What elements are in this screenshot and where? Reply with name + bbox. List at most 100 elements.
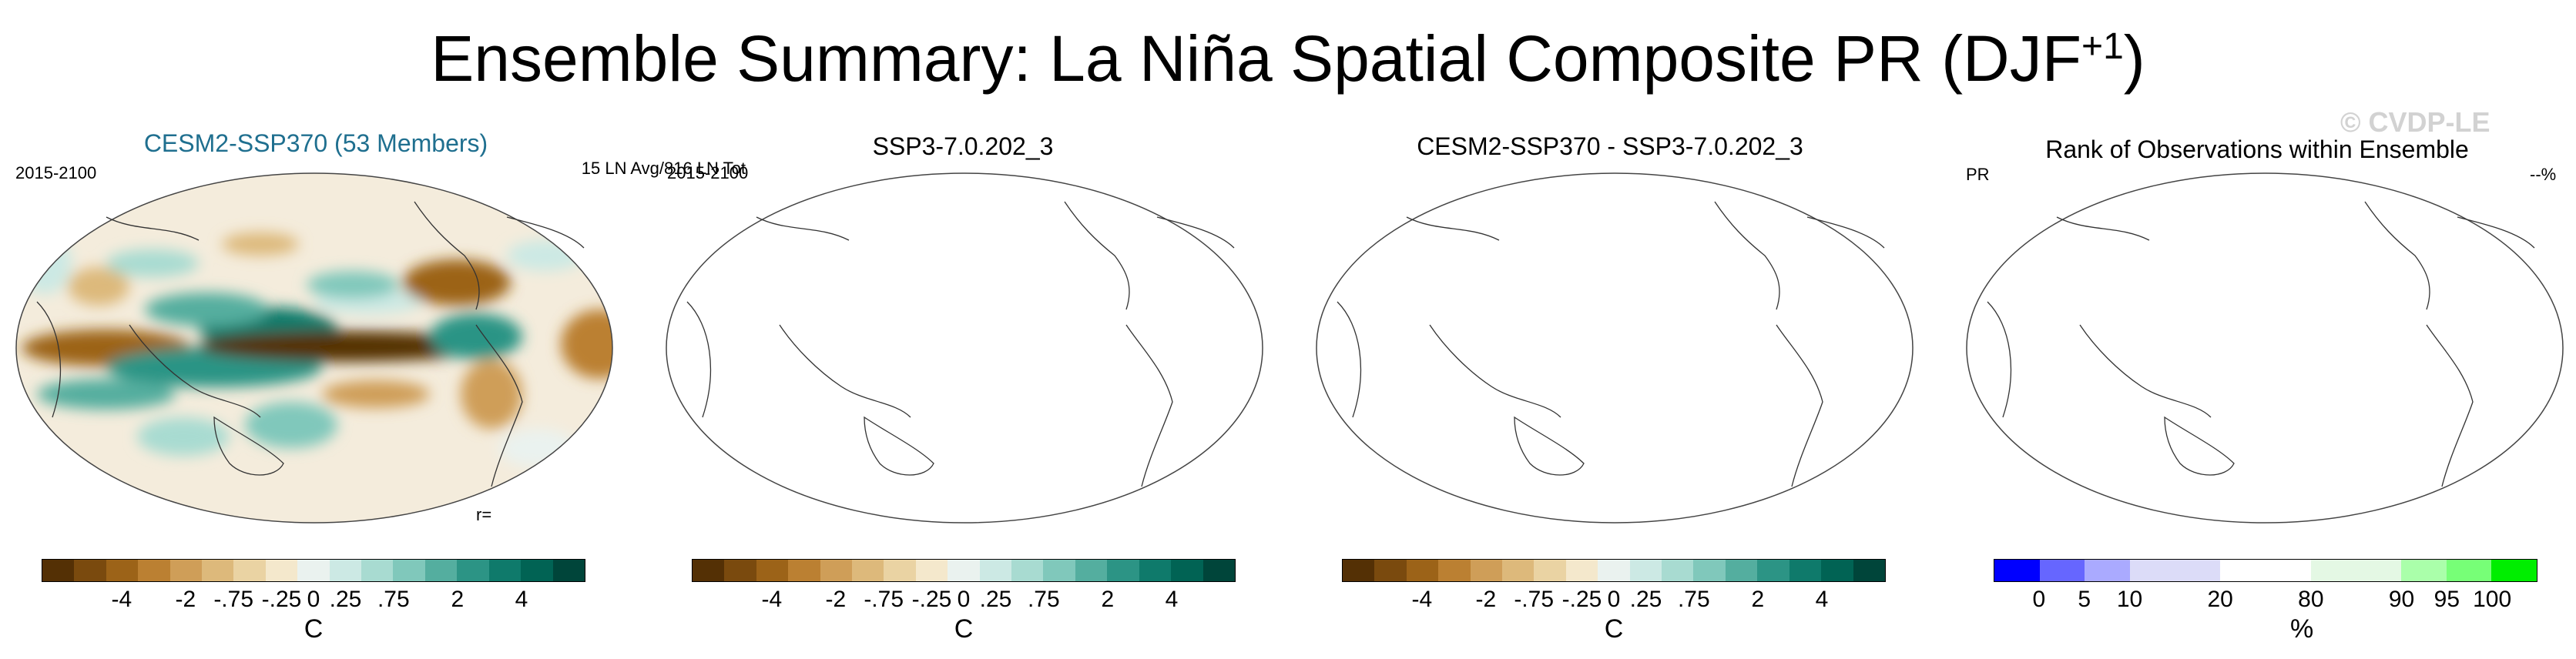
panel-4-title: Rank of Observations within Ensemble (2045, 135, 2469, 163)
colorbar-tick-label: -4 (1411, 587, 1433, 612)
panel-1-title: CESM2-SSP370 (53 Members) (143, 129, 488, 157)
colorbar-swatch (1757, 560, 1789, 581)
colorbar-swatch (1853, 560, 1885, 581)
colorbar-swatches (42, 559, 585, 582)
panel-4-variable-label: PR (1966, 165, 1990, 184)
panel-3-title: CESM2-SSP370 - SSP3-7.0.202_3 (1417, 132, 1803, 160)
colorbar-tick-label: 0 (2032, 587, 2046, 612)
panel-2-title: SSP3-7.0.202_3 (872, 132, 1054, 160)
colorbar-tick-label: 2 (1751, 587, 1765, 612)
colorbar-swatch (424, 560, 458, 581)
colorbar-swatch (1171, 560, 1203, 581)
colorbar-swatch (106, 560, 139, 581)
colorbar-swatch (915, 560, 948, 581)
figure-title: Ensemble Summary: La Niña Spatial Compos… (0, 20, 2576, 97)
colorbar-tick-label: -4 (111, 587, 132, 612)
colorbar-swatch (1406, 560, 1439, 581)
colorbar-swatches (692, 559, 1236, 582)
colorbar-1: -4 -2 -.75 -.25 0 .25 .75 2 4 C (42, 559, 585, 644)
colorbar-tick-label: 4 (1165, 587, 1179, 612)
colorbar-swatch (552, 560, 585, 581)
colorbar-swatch (1075, 560, 1108, 581)
figure-title-superscript: +1 (2081, 26, 2124, 67)
colorbar-unit-label: C (954, 614, 974, 644)
colorbar-tick-label: .75 (377, 587, 410, 612)
colorbar-swatch (74, 560, 106, 581)
colorbar-swatch (1994, 560, 2040, 581)
colorbar-tick-label: 90 (2388, 587, 2415, 612)
colorbar-swatch (2401, 560, 2447, 581)
colorbar-swatch (1565, 560, 1598, 581)
colorbar-swatch (1139, 560, 1172, 581)
panel-1-period-label: 2015-2100 (15, 163, 97, 182)
colorbar-swatch (457, 560, 489, 581)
figure-title-close: ) (2123, 22, 2145, 95)
colorbar-tick-label: 80 (2298, 587, 2324, 612)
colorbar-swatch (1725, 560, 1758, 581)
colorbar-swatch (233, 560, 266, 581)
colorbar-swatch (2085, 560, 2131, 581)
colorbar-unit-label: % (2289, 614, 2314, 644)
panel-4-percent-label: --% (2530, 165, 2557, 184)
colorbar-swatch (42, 560, 75, 581)
colorbar-tick-label: .75 (1027, 587, 1060, 612)
colorbar-tick-label: -2 (825, 587, 847, 612)
colorbar-tick-label: -2 (175, 587, 196, 612)
colorbar-tick-label: -2 (1475, 587, 1497, 612)
colorbar-swatch (2356, 560, 2402, 581)
colorbar-swatch (1502, 560, 1535, 581)
colorbar-tick-label: -.75 (213, 587, 254, 612)
colorbar-unit-label: C (1604, 614, 1624, 644)
colorbar-swatch (2039, 560, 2085, 581)
colorbar-tick-label: .75 (1677, 587, 1710, 612)
colorbar-swatch (1438, 560, 1471, 581)
colorbar-tick-label: 95 (2433, 587, 2460, 612)
colorbar-swatch (2310, 560, 2356, 581)
colorbar-swatch (1011, 560, 1044, 581)
colorbar-swatch (948, 560, 980, 581)
colorbar-swatch (2220, 560, 2266, 581)
colorbar-tick-label: .25 (979, 587, 1012, 612)
colorbar-swatch (488, 560, 522, 581)
colorbar-tick-label: 2 (1101, 587, 1115, 612)
colorbar-swatch (1202, 560, 1235, 581)
colorbar-swatch (1343, 560, 1375, 581)
figure-title-text: Ensemble Summary: La Niña Spatial Compos… (431, 22, 2082, 95)
colorbar-swatch (2491, 560, 2537, 581)
colorbar-swatch (202, 560, 234, 581)
colorbar-tick-label: -.25 (261, 587, 302, 612)
colorbar-2: -4 -2 -.75 -.25 0 .25 .75 2 4 C (692, 559, 1236, 644)
colorbar-swatches (1994, 559, 2537, 582)
colorbar-swatch (521, 560, 553, 581)
cvdp-watermark: © CVDP-LE (2340, 106, 2490, 138)
colorbar-tick-label: .25 (1629, 587, 1662, 612)
colorbar-swatch (265, 560, 298, 581)
colorbar-tick-label: 0 (1607, 587, 1621, 612)
colorbar-tick-label: -.75 (1514, 587, 1555, 612)
colorbar-swatch (1821, 560, 1853, 581)
colorbar-swatch (297, 560, 330, 581)
colorbar-swatch (1629, 560, 1662, 581)
colorbar-tick-label: 4 (1815, 587, 1829, 612)
colorbar-tick-label: .25 (329, 587, 362, 612)
colorbar-tick-label: -.25 (911, 587, 952, 612)
colorbar-swatch (2446, 560, 2492, 581)
colorbar-tick-label: 0 (307, 587, 320, 612)
colorbar-swatch (1470, 560, 1503, 581)
colorbar-swatch (1662, 560, 1694, 581)
panel-2-map (666, 172, 1263, 524)
colorbar-swatch (329, 560, 362, 581)
panel-1-map (15, 172, 613, 524)
colorbar-tick-label: -.25 (1561, 587, 1602, 612)
colorbar-tick-label: 10 (2116, 587, 2143, 612)
colorbar-swatches (1342, 559, 1886, 582)
colorbar-swatch (138, 560, 170, 581)
colorbar-tick-label: -4 (761, 587, 783, 612)
colorbar-swatch (693, 560, 725, 581)
colorbar-swatch (2130, 560, 2175, 581)
colorbar-swatch (884, 560, 916, 581)
colorbar-swatch (1598, 560, 1630, 581)
panel-1-correlation-label: r= (476, 505, 492, 524)
panel-3-map (1316, 172, 1914, 524)
colorbar-tick-label: 100 (2473, 587, 2512, 612)
